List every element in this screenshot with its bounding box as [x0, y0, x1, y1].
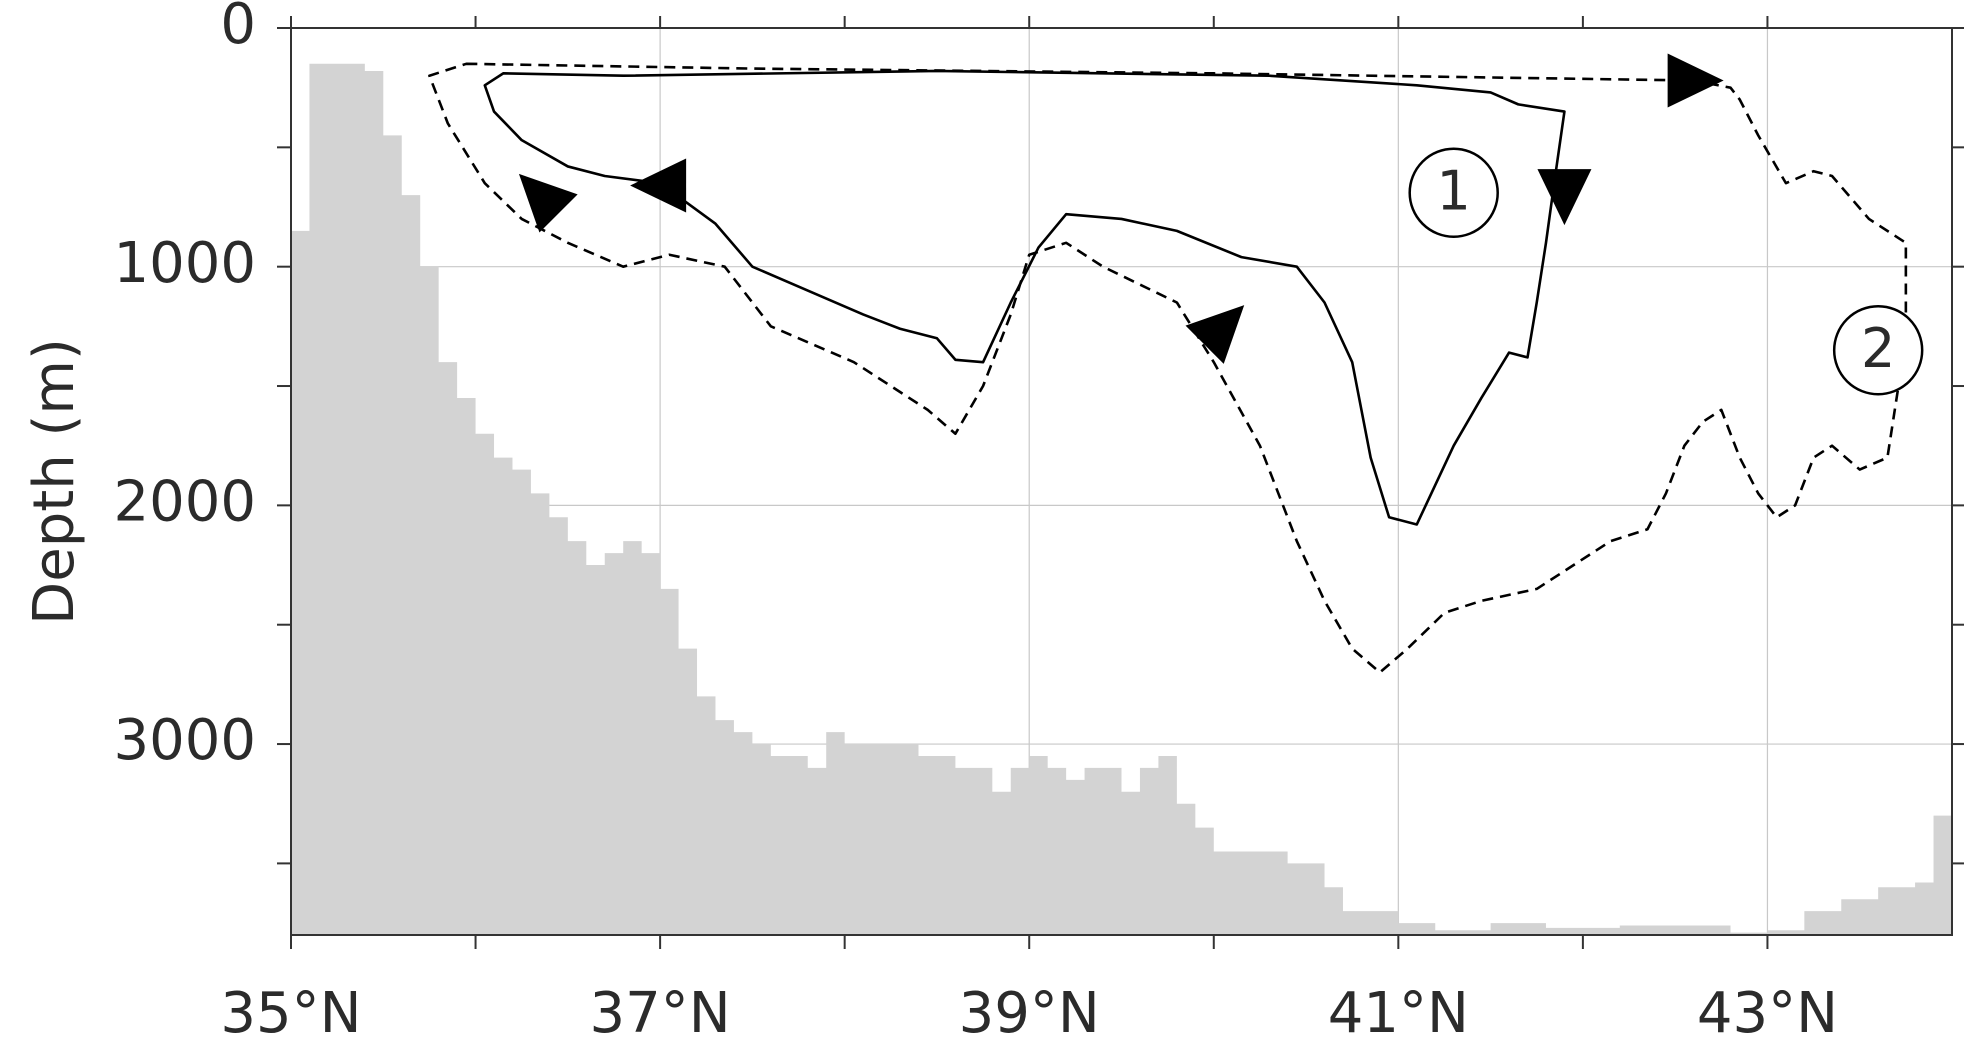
- x-tick-label: 39°N: [959, 981, 1100, 1046]
- cell-label-circle: [1408, 147, 1499, 238]
- x-tick-label: 41°N: [1328, 981, 1469, 1046]
- dashed-circulation-line: [428, 62, 1908, 674]
- flow-arrow-icon: [1185, 305, 1245, 364]
- flow-arrow-icon: [518, 173, 578, 233]
- flow-arrows: [518, 53, 1724, 364]
- circulation-series: [428, 62, 1908, 674]
- cell-label: 2: [1861, 317, 1895, 380]
- x-tick-label: 35°N: [220, 981, 361, 1046]
- plot-frame: [290, 27, 1953, 936]
- cell-label: 1: [1437, 159, 1471, 222]
- bathymetry-area: [291, 63, 1952, 936]
- y-tick-label: 0: [220, 0, 256, 57]
- x-tick-label: 43°N: [1697, 981, 1838, 1046]
- cell-label-circle: [1832, 304, 1924, 396]
- bathymetry: [291, 63, 1952, 936]
- y-tick-label: 2000: [113, 470, 256, 535]
- y-tick-label: 1000: [113, 231, 256, 296]
- x-tick-label: 37°N: [590, 981, 731, 1046]
- flow-arrow-icon: [1537, 169, 1592, 226]
- axes: 35°N 37°N 39°N 41°N 43°N 0 1000 2000 3000: [113, 0, 1964, 1046]
- y-axis-label: Depth (m): [22, 338, 87, 625]
- y-tick-label: 3000: [113, 708, 256, 773]
- flow-arrow-icon: [1667, 53, 1724, 108]
- cell-annotations: 12: [1408, 147, 1924, 396]
- solid-circulation-line: [483, 69, 1566, 526]
- flow-arrow-icon: [630, 158, 687, 213]
